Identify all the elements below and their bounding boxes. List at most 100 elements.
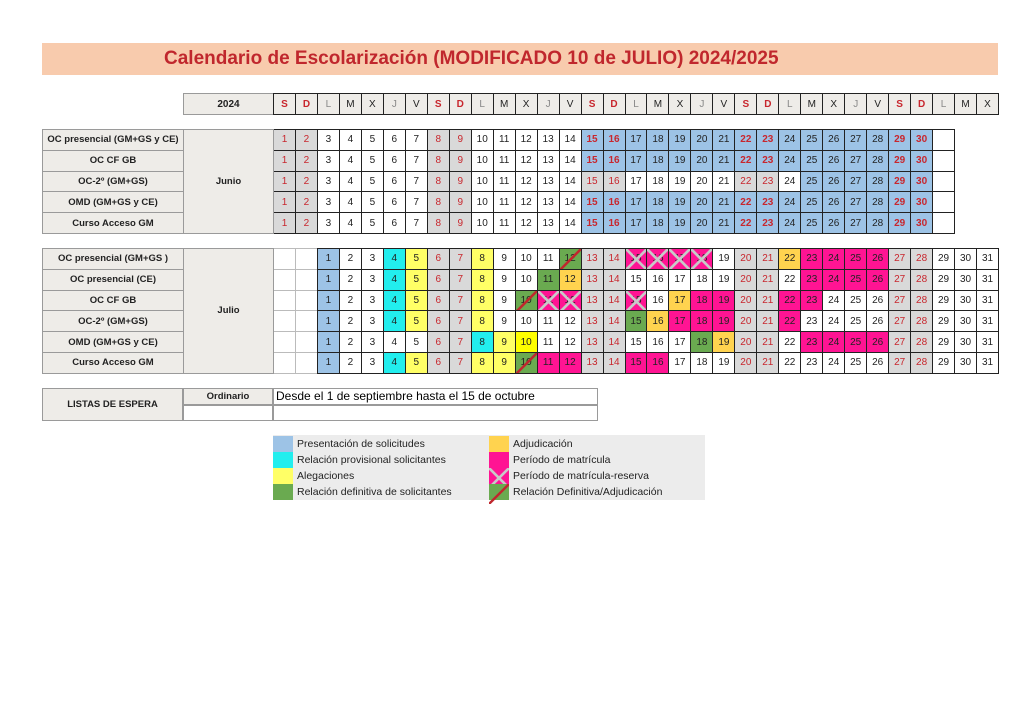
day-cell: 16: [646, 248, 670, 270]
day-cell: 2: [338, 331, 362, 353]
empty-cell: [932, 170, 956, 193]
day-cell: 7: [448, 352, 472, 374]
day-cell: 27: [888, 352, 912, 374]
day-cell: 28: [910, 289, 934, 312]
day-cell: 13: [536, 129, 560, 151]
day-cell: 27: [844, 170, 868, 193]
day-cell: 8: [426, 170, 450, 193]
waiting-list-label: LISTAS DE ESPERA: [42, 388, 183, 421]
day-cell: 3: [316, 212, 340, 234]
day-cell: 30: [910, 170, 934, 193]
weekday-header: L: [470, 93, 494, 115]
day-cell: 25: [800, 170, 824, 193]
day-cell: 21: [712, 191, 736, 214]
empty-cell: [273, 248, 296, 270]
day-cell: 4: [338, 129, 362, 151]
day-cell: 9: [448, 149, 472, 172]
day-cell: 4: [382, 310, 406, 333]
day-cell: 12: [558, 352, 582, 374]
legend-item: Alegaciones: [273, 468, 354, 484]
day-cell: 20: [734, 268, 758, 291]
day-cell: 15: [580, 170, 604, 193]
day-cell: 14: [558, 129, 582, 151]
day-cell: 12: [514, 149, 538, 172]
day-cell: 9: [448, 191, 472, 214]
day-cell: 1: [273, 149, 296, 172]
day-cell: 25: [800, 129, 824, 151]
day-cell: 7: [448, 268, 472, 291]
day-cell: 17: [624, 191, 648, 214]
row-label: OC CF GB: [42, 149, 184, 172]
day-cell: 31: [976, 268, 999, 291]
day-cell: 4: [382, 268, 406, 291]
weekday-header: M: [800, 93, 824, 115]
weekday-header: L: [624, 93, 648, 115]
day-cell: 6: [426, 352, 450, 374]
day-cell: 26: [822, 212, 846, 234]
day-cell: 17: [668, 310, 692, 333]
day-cell: 8: [470, 268, 494, 291]
day-cell: 6: [426, 289, 450, 312]
day-cell: 12: [514, 129, 538, 151]
day-cell: 7: [404, 170, 428, 193]
day-cell: 28: [910, 352, 934, 374]
day-cell: 1: [316, 310, 340, 333]
day-cell: 21: [756, 248, 780, 270]
day-cell: 30: [910, 149, 934, 172]
day-cell: 23: [756, 212, 780, 234]
day-cell: 30: [910, 129, 934, 151]
day-cell: 20: [690, 191, 714, 214]
day-cell: 18: [690, 310, 714, 333]
day-cell: 10: [470, 149, 494, 172]
day-cell: 3: [316, 129, 340, 151]
day-cell: 2: [294, 149, 318, 172]
day-cell: 2: [294, 170, 318, 193]
day-cell: 15: [624, 289, 648, 312]
day-cell: 3: [360, 331, 384, 353]
day-cell: 26: [866, 248, 890, 270]
weekday-header: L: [316, 93, 340, 115]
weekday-header: J: [690, 93, 714, 115]
month-label: Junio: [183, 129, 274, 234]
day-cell: 30: [954, 331, 978, 353]
empty-cell: [273, 289, 296, 312]
empty-cell: [273, 268, 296, 291]
empty-cell: [273, 310, 296, 333]
day-cell: 6: [382, 170, 406, 193]
day-cell: 6: [426, 248, 450, 270]
weekday-header: S: [426, 93, 450, 115]
day-cell: 5: [404, 268, 428, 291]
day-cell: 11: [536, 289, 560, 312]
day-cell: 24: [822, 248, 846, 270]
day-cell: 22: [778, 310, 802, 333]
day-cell: 29: [888, 212, 912, 234]
day-cell: 27: [888, 248, 912, 270]
day-cell: 30: [954, 310, 978, 333]
day-cell: 25: [844, 331, 868, 353]
weekday-header: S: [580, 93, 604, 115]
empty-cell: [294, 331, 318, 353]
day-cell: 24: [778, 191, 802, 214]
day-cell: 5: [360, 170, 384, 193]
day-cell: 11: [536, 310, 560, 333]
day-cell: 4: [382, 289, 406, 312]
day-cell: 23: [756, 170, 780, 193]
day-cell: 19: [712, 352, 736, 374]
day-cell: 8: [426, 191, 450, 214]
legend-item: Presentación de solicitudes: [273, 436, 425, 452]
day-cell: 16: [602, 149, 626, 172]
weekday-header: D: [294, 93, 318, 115]
weekday-header: S: [734, 93, 758, 115]
cross-mark-icon: [537, 290, 559, 311]
day-cell: 15: [580, 212, 604, 234]
day-cell: 27: [844, 191, 868, 214]
day-cell: 9: [492, 248, 516, 270]
diagonal-mark-icon: [489, 484, 509, 504]
day-cell: 14: [558, 149, 582, 172]
day-cell: 1: [273, 129, 296, 151]
weekday-header: M: [338, 93, 362, 115]
day-cell: 20: [734, 310, 758, 333]
day-cell: 1: [273, 212, 296, 234]
day-cell: 13: [580, 352, 604, 374]
day-cell: 13: [580, 268, 604, 291]
